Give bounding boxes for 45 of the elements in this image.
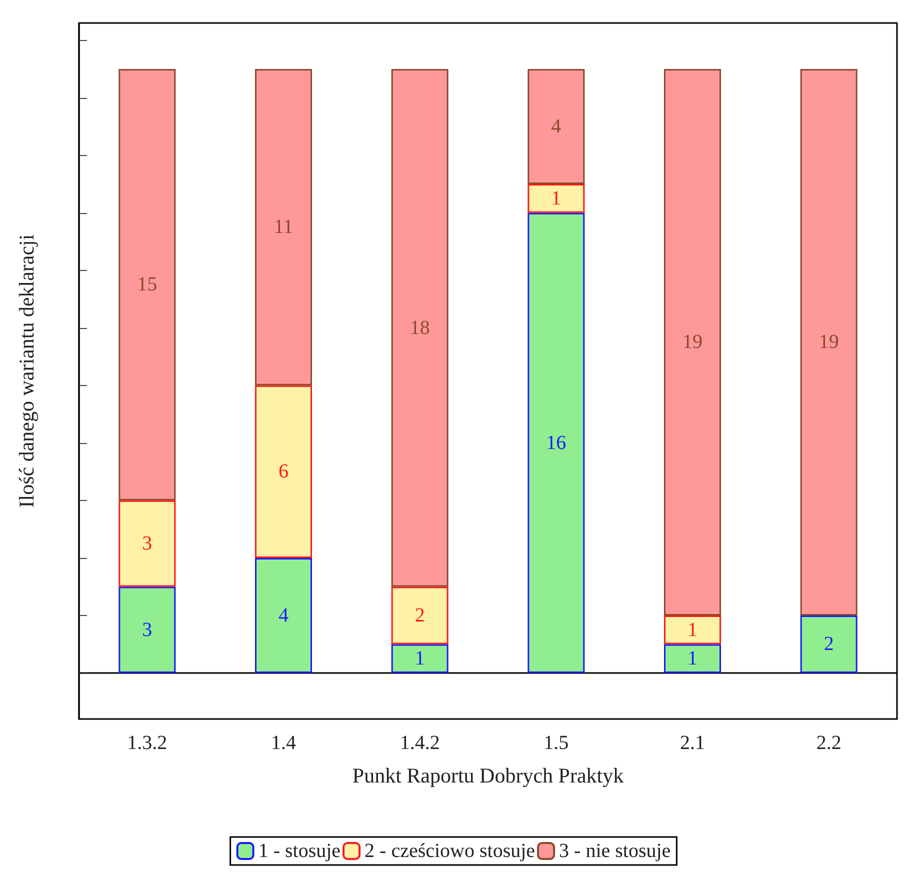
data-label: 1: [414, 648, 425, 670]
data-label: 4: [278, 604, 288, 626]
data-label: 2: [414, 604, 425, 626]
x-axis-title: Punkt Raportu Dobrych Praktyk: [352, 764, 624, 788]
bar: [664, 69, 721, 616]
bar: [255, 69, 312, 386]
bar: [800, 615, 858, 673]
bar: [664, 644, 721, 673]
bar: [391, 69, 448, 587]
data-label: 11: [274, 216, 294, 238]
data-label: 1: [551, 187, 562, 210]
x-tick-label: 1.5: [544, 732, 569, 754]
legend-label: 3 - nie stosuje: [559, 840, 671, 862]
data-label: 4: [551, 116, 562, 138]
x-tick-label: 1.4: [271, 732, 296, 754]
bar: [118, 500, 176, 587]
bar: [664, 615, 721, 644]
bar: [528, 212, 585, 673]
bar: [118, 586, 176, 673]
data-label: 18: [410, 316, 430, 339]
legend-label: 1 - stosuje: [258, 840, 341, 862]
data-label: 1: [688, 648, 698, 670]
x-tick-label: 1.3.2: [127, 732, 168, 754]
data-label: 1: [688, 618, 698, 641]
data-label: 15: [137, 274, 158, 296]
bar: [528, 184, 585, 213]
bar: [528, 69, 585, 184]
x-tick-label: 2.2: [816, 732, 842, 754]
data-label: 19: [818, 331, 839, 354]
legend-label: 2 - cześciowo stosuje: [364, 840, 536, 862]
bar: [800, 69, 858, 616]
data-label: 19: [682, 331, 702, 354]
data-label: 3: [142, 532, 152, 555]
data-label: 6: [278, 460, 288, 483]
bar: [391, 644, 448, 673]
data-label: 2: [824, 633, 834, 656]
data-label: 16: [546, 432, 566, 454]
bar: [118, 69, 176, 500]
bar: [255, 558, 312, 673]
bar: [255, 385, 312, 558]
x-tick-label: 1.4.2: [400, 732, 440, 754]
y-axis-title: Ilość danego wariantu deklaracji: [14, 234, 38, 508]
x-tick-label: 2.1: [680, 732, 705, 754]
bar: [391, 586, 448, 644]
data-label: 3: [142, 618, 152, 641]
